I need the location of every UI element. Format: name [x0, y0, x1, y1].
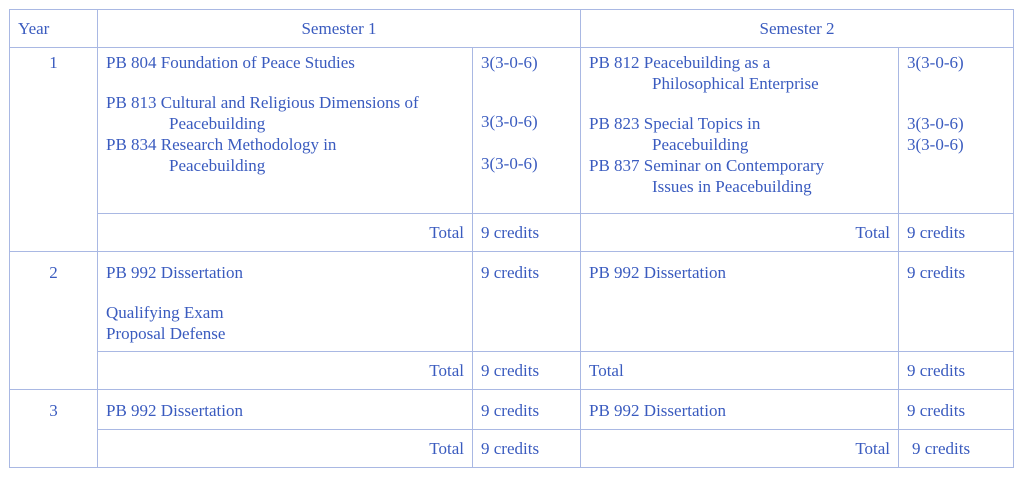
course-title-cont: Peacebuilding [652, 135, 749, 154]
year-2-courses-row: 2 PB 992 Dissertation Qualifying Exam Pr… [9, 251, 1015, 390]
year-3-sem2-credits: 9 credits [898, 389, 1015, 430]
year-3-courses-row: 3 PB 992 Dissertation 9 credits PB 992 D… [9, 389, 1015, 468]
course-credits: 3(3-0-6) [907, 135, 964, 154]
curriculum-table: Year Semester 1 Semester 2 1 PB 804 Foun… [9, 9, 1015, 468]
course-title: PB 804 Foundation of Peace Studies [106, 53, 355, 72]
year-1-sem2-total-label: Total [580, 213, 900, 252]
course-credits: 3(3-0-6) [481, 154, 538, 173]
year-3-sem2-courses: PB 992 Dissertation [580, 389, 900, 430]
year-3-sem1-courses: PB 992 Dissertation [97, 389, 473, 430]
course-title-cont: Issues in Peacebuilding [652, 177, 812, 196]
year-1-courses-row: 1 PB 804 Foundation of Peace Studies PB … [9, 47, 1015, 252]
course-title: PB 813 Cultural and Religious Dimensions… [106, 93, 419, 112]
year-2-sem2-total-label: Total [580, 351, 900, 390]
year-3-sem2-total: 9 credits [898, 429, 1015, 468]
year-3-sem1-total-label: Total [97, 429, 473, 468]
year-1-sem2-total: 9 credits [898, 213, 1015, 252]
course-title-cont: Peacebuilding [169, 114, 266, 133]
year-1-sem1-total-label: Total [97, 213, 473, 252]
header-row: Year Semester 1 Semester 2 [9, 9, 1015, 48]
year-2-sem1-total-label: Total [97, 351, 473, 390]
course-title-cont: Peacebuilding [169, 156, 266, 175]
year-3-total-row: Total 9 credits Total 9 credits [10, 429, 1015, 468]
year-2-sem2-total: 9 credits [898, 351, 1015, 390]
course-credits: 3(3-0-6) [907, 114, 964, 133]
milestone-note: Qualifying Exam [106, 303, 224, 322]
year-header: Year [9, 9, 98, 48]
year-1-total-row: Total 9 credits Total 9 credits [10, 213, 1015, 252]
course-title-cont: Philosophical Enterprise [652, 74, 819, 93]
curriculum-table-wrapper: Year Semester 1 Semester 2 1 PB 804 Foun… [9, 9, 1015, 471]
year-2-cell: 2 [9, 251, 98, 390]
year-2-sem2-courses: PB 992 Dissertation [580, 251, 900, 352]
year-3-sem2-total-label: Total [580, 429, 900, 468]
year-3-sem1-credits: 9 credits [471, 389, 582, 430]
year-1-sem1-courses: PB 804 Foundation of Peace Studies PB 81… [97, 47, 473, 214]
year-3-cell: 3 [9, 389, 98, 468]
year-2-total-row: Total 9 credits Total 9 credits [10, 351, 1015, 390]
year-1-sem1-credits: 3(3-0-6) 3(3-0-6) 3(3-0-6) [471, 47, 582, 214]
milestone-note: Proposal Defense [106, 324, 226, 343]
course-title: PB 823 Special Topics in [589, 114, 761, 133]
year-1-sem2-courses: PB 812 Peacebuilding as a Philosophical … [580, 47, 900, 214]
year-2-sem1-credits: 9 credits [471, 251, 582, 352]
course-credits: 3(3-0-6) [907, 53, 964, 72]
year-2-sem1-total: 9 credits [471, 351, 582, 390]
course-credits: 3(3-0-6) [481, 112, 538, 131]
year-2-sem1-courses: PB 992 Dissertation Qualifying Exam Prop… [97, 251, 473, 352]
course-title: PB 834 Research Methodology in [106, 135, 337, 154]
semester-2-header: Semester 2 [580, 9, 1015, 48]
year-1-sem1-total: 9 credits [471, 213, 582, 252]
course-credits: 3(3-0-6) [481, 53, 538, 72]
year-2-sem2-credits: 9 credits [898, 251, 1015, 352]
semester-1-header: Semester 1 [96, 9, 582, 48]
course-title: PB 992 Dissertation [106, 263, 243, 282]
year-1-sem2-credits: 3(3-0-6) 3(3-0-6) 3(3-0-6) [898, 47, 1015, 214]
course-title: PB 837 Seminar on Contemporary [589, 156, 825, 175]
course-title: PB 812 Peacebuilding as a [589, 53, 771, 72]
year-1-cell: 1 [9, 47, 98, 252]
year-3-sem1-total: 9 credits [471, 429, 582, 468]
